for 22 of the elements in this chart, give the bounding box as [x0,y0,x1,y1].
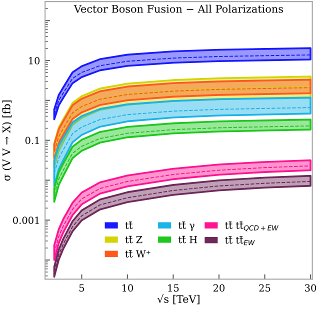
y-tick-label: 0.001 [13,216,39,224]
legend-label: tt̄ W⁺ [125,250,150,258]
line-series [54,54,311,115]
legend-label: tt̄ H [178,236,198,244]
y-tick-label: 0.1 [25,136,39,144]
chart-title: Vector Boson Fusion − All Polarizations [74,4,283,13]
line-series [54,125,311,196]
legend-label: tt̄ [125,222,133,229]
legend-label: tt̄ Z [125,236,142,244]
y-axis-title: σ (V V → X) [fb] [2,100,12,181]
legend-label: tt̄ tt̄$_{QCD+EW}$ [225,222,279,232]
legend-label: tt̄ γ [178,222,194,231]
x-tick-label: 25 [259,284,270,292]
x-tick-label: 20 [213,284,225,292]
y-tick-label: 10 [29,56,40,64]
legend-label: tt̄ tt̄$_{EW}$ [225,236,255,246]
x-axis-title: √s [TeV] [157,294,200,304]
x-tick-label: 5 [79,284,84,292]
x-tick-label: 10 [122,284,133,292]
x-tick-label: 15 [168,284,179,292]
x-tick-label: 30 [305,284,316,292]
line-series [54,107,311,174]
